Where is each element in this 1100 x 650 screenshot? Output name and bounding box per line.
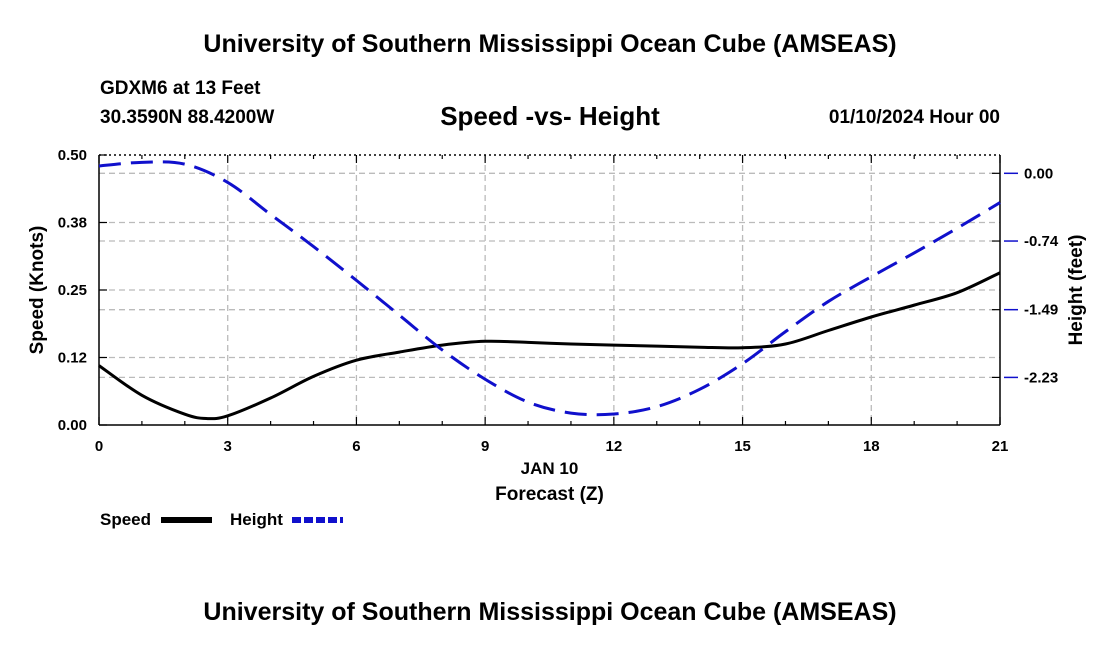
x-tick-label: 6	[352, 438, 360, 455]
x-tick-label: 21	[992, 438, 1009, 455]
y-right-tick-label: 0.00	[1024, 165, 1053, 182]
footer-title: University of Southern Mississippi Ocean…	[203, 598, 897, 626]
grid	[99, 155, 1000, 425]
x-tick-label: 18	[863, 438, 880, 455]
x-tick-label: 0	[95, 438, 103, 455]
y-right-tick-label: -0.74	[1024, 233, 1059, 250]
x-tick-label: 12	[606, 438, 623, 455]
x-tick-label: 9	[481, 438, 489, 455]
x-date-label: JAN 10	[521, 459, 579, 478]
y-left-tick-label: 0.12	[58, 350, 87, 367]
y-right-tick-label: -2.23	[1024, 369, 1058, 386]
chart-subtitle: Speed -vs- Height	[440, 101, 660, 131]
axis-labels: 0 3 6 9 12 15 18 21 JAN 10 Forecast (Z) 0.00 0.12 0.…	[27, 147, 1087, 505]
y-left-tick-label: 0.50	[58, 147, 87, 164]
coordinates-label: 30.3590N 88.4200W	[100, 107, 275, 128]
y-right-tick-label: -1.49	[1024, 302, 1058, 319]
x-axis-title: Forecast (Z)	[495, 484, 604, 505]
x-tick-label: 15	[734, 438, 751, 455]
chart-title: University of Southern Mississippi Ocean…	[203, 30, 897, 58]
y-right-axis-title: Height (feet)	[1066, 235, 1087, 346]
series-line-height	[98, 160, 1001, 417]
y-left-tick-label: 0.00	[58, 417, 87, 434]
axes	[98, 154, 1018, 426]
y-left-axis-title: Speed (Knots)	[27, 226, 48, 355]
series	[98, 160, 1001, 421]
y-left-tick-label: 0.25	[58, 282, 87, 299]
x-tick-label: 3	[224, 438, 232, 455]
station-label: GDXM6 at 13 Feet	[100, 78, 261, 99]
legend-height-label: Height	[230, 510, 283, 529]
legend-speed-label: Speed	[100, 510, 152, 529]
series-line-speed	[98, 271, 1001, 421]
y-left-tick-label: 0.38	[58, 215, 87, 232]
forecast-datetime: 01/10/2024 Hour 00	[828, 107, 1000, 128]
